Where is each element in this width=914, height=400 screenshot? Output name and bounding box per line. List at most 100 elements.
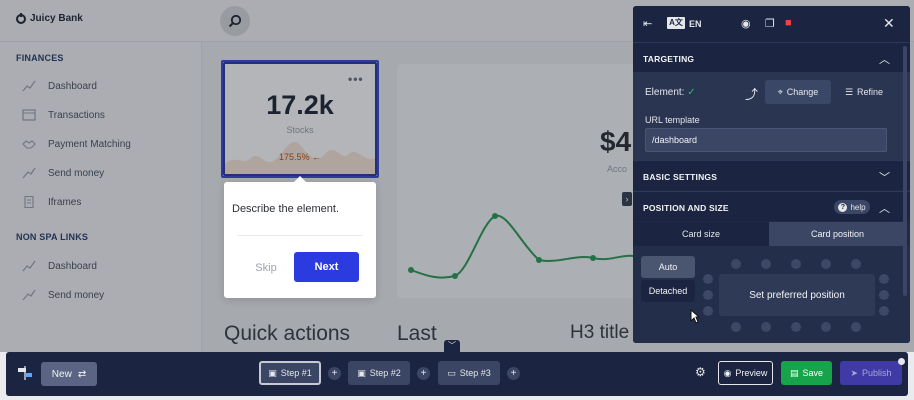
tooltip-text[interactable]: Describe the element. bbox=[232, 203, 339, 215]
step-3-button[interactable]: ▭ Step #3 bbox=[438, 361, 500, 385]
step-label: Step #1 bbox=[280, 368, 312, 378]
position-dot[interactable] bbox=[879, 274, 889, 284]
guide-tooltip: Describe the element. Skip Next bbox=[224, 176, 376, 298]
element-label: Element: ✓ bbox=[645, 87, 696, 98]
change-label: Change bbox=[786, 87, 819, 97]
option-detached[interactable]: Detached bbox=[641, 280, 695, 302]
sidebar-item-iframes[interactable]: Iframes bbox=[22, 196, 81, 208]
handshake-icon bbox=[22, 140, 36, 149]
close-icon[interactable]: ✕ bbox=[883, 15, 895, 31]
stocks-sparkline bbox=[225, 141, 375, 174]
account-card bbox=[397, 64, 637, 298]
position-size-title: POSITION AND SIZE bbox=[643, 203, 729, 213]
position-dot[interactable] bbox=[791, 259, 801, 269]
stat-value: 17.2k bbox=[266, 90, 334, 120]
sidebar: FINANCES Dashboard Transactions Payment … bbox=[0, 42, 202, 352]
brand-logo[interactable]: Juicy Bank bbox=[16, 12, 83, 24]
change-button[interactable]: ⌖ Change bbox=[765, 80, 831, 104]
mouse-cursor-icon bbox=[690, 309, 700, 324]
sidebar-item-send-money[interactable]: Send money bbox=[22, 167, 104, 179]
send-icon: ➤ bbox=[850, 367, 858, 378]
sidebar-item-send-money-nonspa[interactable]: Send money bbox=[22, 289, 104, 301]
publish-label: Publish bbox=[862, 368, 892, 378]
sidebar-item-label: Send money bbox=[48, 289, 105, 301]
position-dot[interactable] bbox=[851, 322, 861, 332]
document-icon bbox=[24, 196, 34, 208]
power-icon bbox=[16, 12, 26, 24]
sidebar-item-dashboard[interactable]: Dashboard bbox=[22, 80, 97, 92]
search-button[interactable] bbox=[220, 6, 250, 36]
arrow-left-icon: ← bbox=[312, 152, 322, 162]
panel-scrollbar[interactable] bbox=[903, 46, 907, 296]
tab-card-size[interactable]: Card size bbox=[633, 222, 769, 246]
h3-heading: H3 title bbox=[570, 322, 630, 343]
account-label: Acco bbox=[607, 164, 628, 174]
next-button[interactable]: Next bbox=[294, 252, 359, 282]
panel-toolbar: ⇤ A文 EN ◉ ❐ ■ ✕ bbox=[633, 6, 910, 42]
option-auto[interactable]: Auto bbox=[641, 256, 695, 278]
add-step-button[interactable]: + bbox=[417, 367, 430, 380]
window-icon bbox=[22, 109, 36, 121]
sidebar-item-dashboard-nonspa[interactable]: Dashboard bbox=[22, 260, 97, 272]
position-dot[interactable] bbox=[821, 259, 831, 269]
trash-icon[interactable]: ■ bbox=[785, 17, 792, 29]
url-template-input[interactable]: /dashboard bbox=[645, 128, 887, 152]
position-dot[interactable] bbox=[703, 274, 713, 284]
targeting-section-header[interactable]: TARGETING ︿ bbox=[633, 42, 910, 72]
position-dot[interactable] bbox=[703, 306, 713, 316]
basic-settings-header[interactable]: BASIC SETTINGS ﹀ bbox=[633, 160, 910, 190]
preview-button[interactable]: ◉ Preview bbox=[718, 361, 773, 385]
stat-trend-value: 175.5% bbox=[278, 152, 310, 162]
new-label: New bbox=[51, 368, 72, 380]
add-step-button[interactable]: + bbox=[328, 367, 341, 380]
position-dot[interactable] bbox=[851, 259, 861, 269]
new-flow-button[interactable]: New ⇄ bbox=[41, 362, 97, 386]
select-parent-icon[interactable]: ⤴ bbox=[745, 87, 759, 102]
language-label[interactable]: EN bbox=[689, 19, 702, 29]
sidebar-item-label: Payment Matching bbox=[48, 138, 131, 150]
refine-label: Refine bbox=[857, 87, 884, 97]
position-dot[interactable] bbox=[731, 259, 741, 269]
sidebar-item-transactions[interactable]: Transactions bbox=[22, 109, 105, 121]
copy-icon[interactable]: ❐ bbox=[765, 18, 775, 30]
step-1-button[interactable]: ▣ Step #1 bbox=[259, 361, 321, 385]
tab-card-position[interactable]: Card position bbox=[769, 222, 906, 246]
send-icon bbox=[22, 289, 36, 301]
position-dot[interactable] bbox=[703, 290, 713, 300]
save-label: Save bbox=[802, 368, 824, 378]
question-icon: ? bbox=[838, 202, 848, 212]
step-2-button[interactable]: ▣ Step #2 bbox=[348, 361, 410, 385]
publish-button[interactable]: ➤ Publish bbox=[840, 361, 902, 385]
more-options-icon[interactable]: ••• bbox=[348, 72, 364, 86]
signpost-icon[interactable] bbox=[16, 364, 34, 382]
preferred-position-box[interactable]: Set preferred position bbox=[719, 274, 875, 316]
stat-trend: 175.5% ← bbox=[225, 152, 375, 162]
stocks-stat-card[interactable]: ••• 17.2k Stocks 175.5% ← bbox=[223, 62, 377, 176]
position-dot[interactable] bbox=[731, 322, 741, 332]
floppy-icon: ▤ bbox=[789, 367, 799, 378]
skip-button[interactable]: Skip bbox=[246, 254, 286, 282]
sidebar-section-non-spa: NON SPA LINKS bbox=[16, 232, 89, 242]
save-button[interactable]: ▤ Save bbox=[781, 361, 832, 385]
add-step-button[interactable]: + bbox=[507, 367, 520, 380]
status-dot bbox=[898, 358, 905, 365]
collapse-left-icon[interactable]: ⇤ bbox=[643, 18, 653, 30]
eye-icon[interactable]: ◉ bbox=[741, 18, 751, 30]
position-dot[interactable] bbox=[821, 322, 831, 332]
position-dot[interactable] bbox=[791, 322, 801, 332]
chevron-right-icon[interactable]: › bbox=[622, 192, 632, 206]
chevron-up-icon: ︿ bbox=[879, 54, 890, 66]
help-badge[interactable]: ? help bbox=[834, 200, 870, 214]
gear-icon[interactable]: ⚙ bbox=[695, 365, 706, 379]
cursor-card-icon: ▣ bbox=[268, 367, 277, 378]
position-dot[interactable] bbox=[761, 322, 771, 332]
refine-button[interactable]: ☰ Refine bbox=[839, 80, 889, 104]
position-dot[interactable] bbox=[879, 290, 889, 300]
step-label: Step #3 bbox=[459, 368, 491, 378]
collapse-toggle[interactable]: ﹀ bbox=[444, 340, 460, 352]
position-dot[interactable] bbox=[761, 259, 771, 269]
sidebar-item-payment-matching[interactable]: Payment Matching bbox=[22, 138, 131, 150]
editor-panel: ⇤ A文 EN ◉ ❐ ■ ✕ TARGETING ︿ Element: ✓ ⤴… bbox=[633, 6, 910, 343]
translate-icon[interactable]: A文 bbox=[667, 17, 685, 29]
position-dot[interactable] bbox=[879, 306, 889, 316]
